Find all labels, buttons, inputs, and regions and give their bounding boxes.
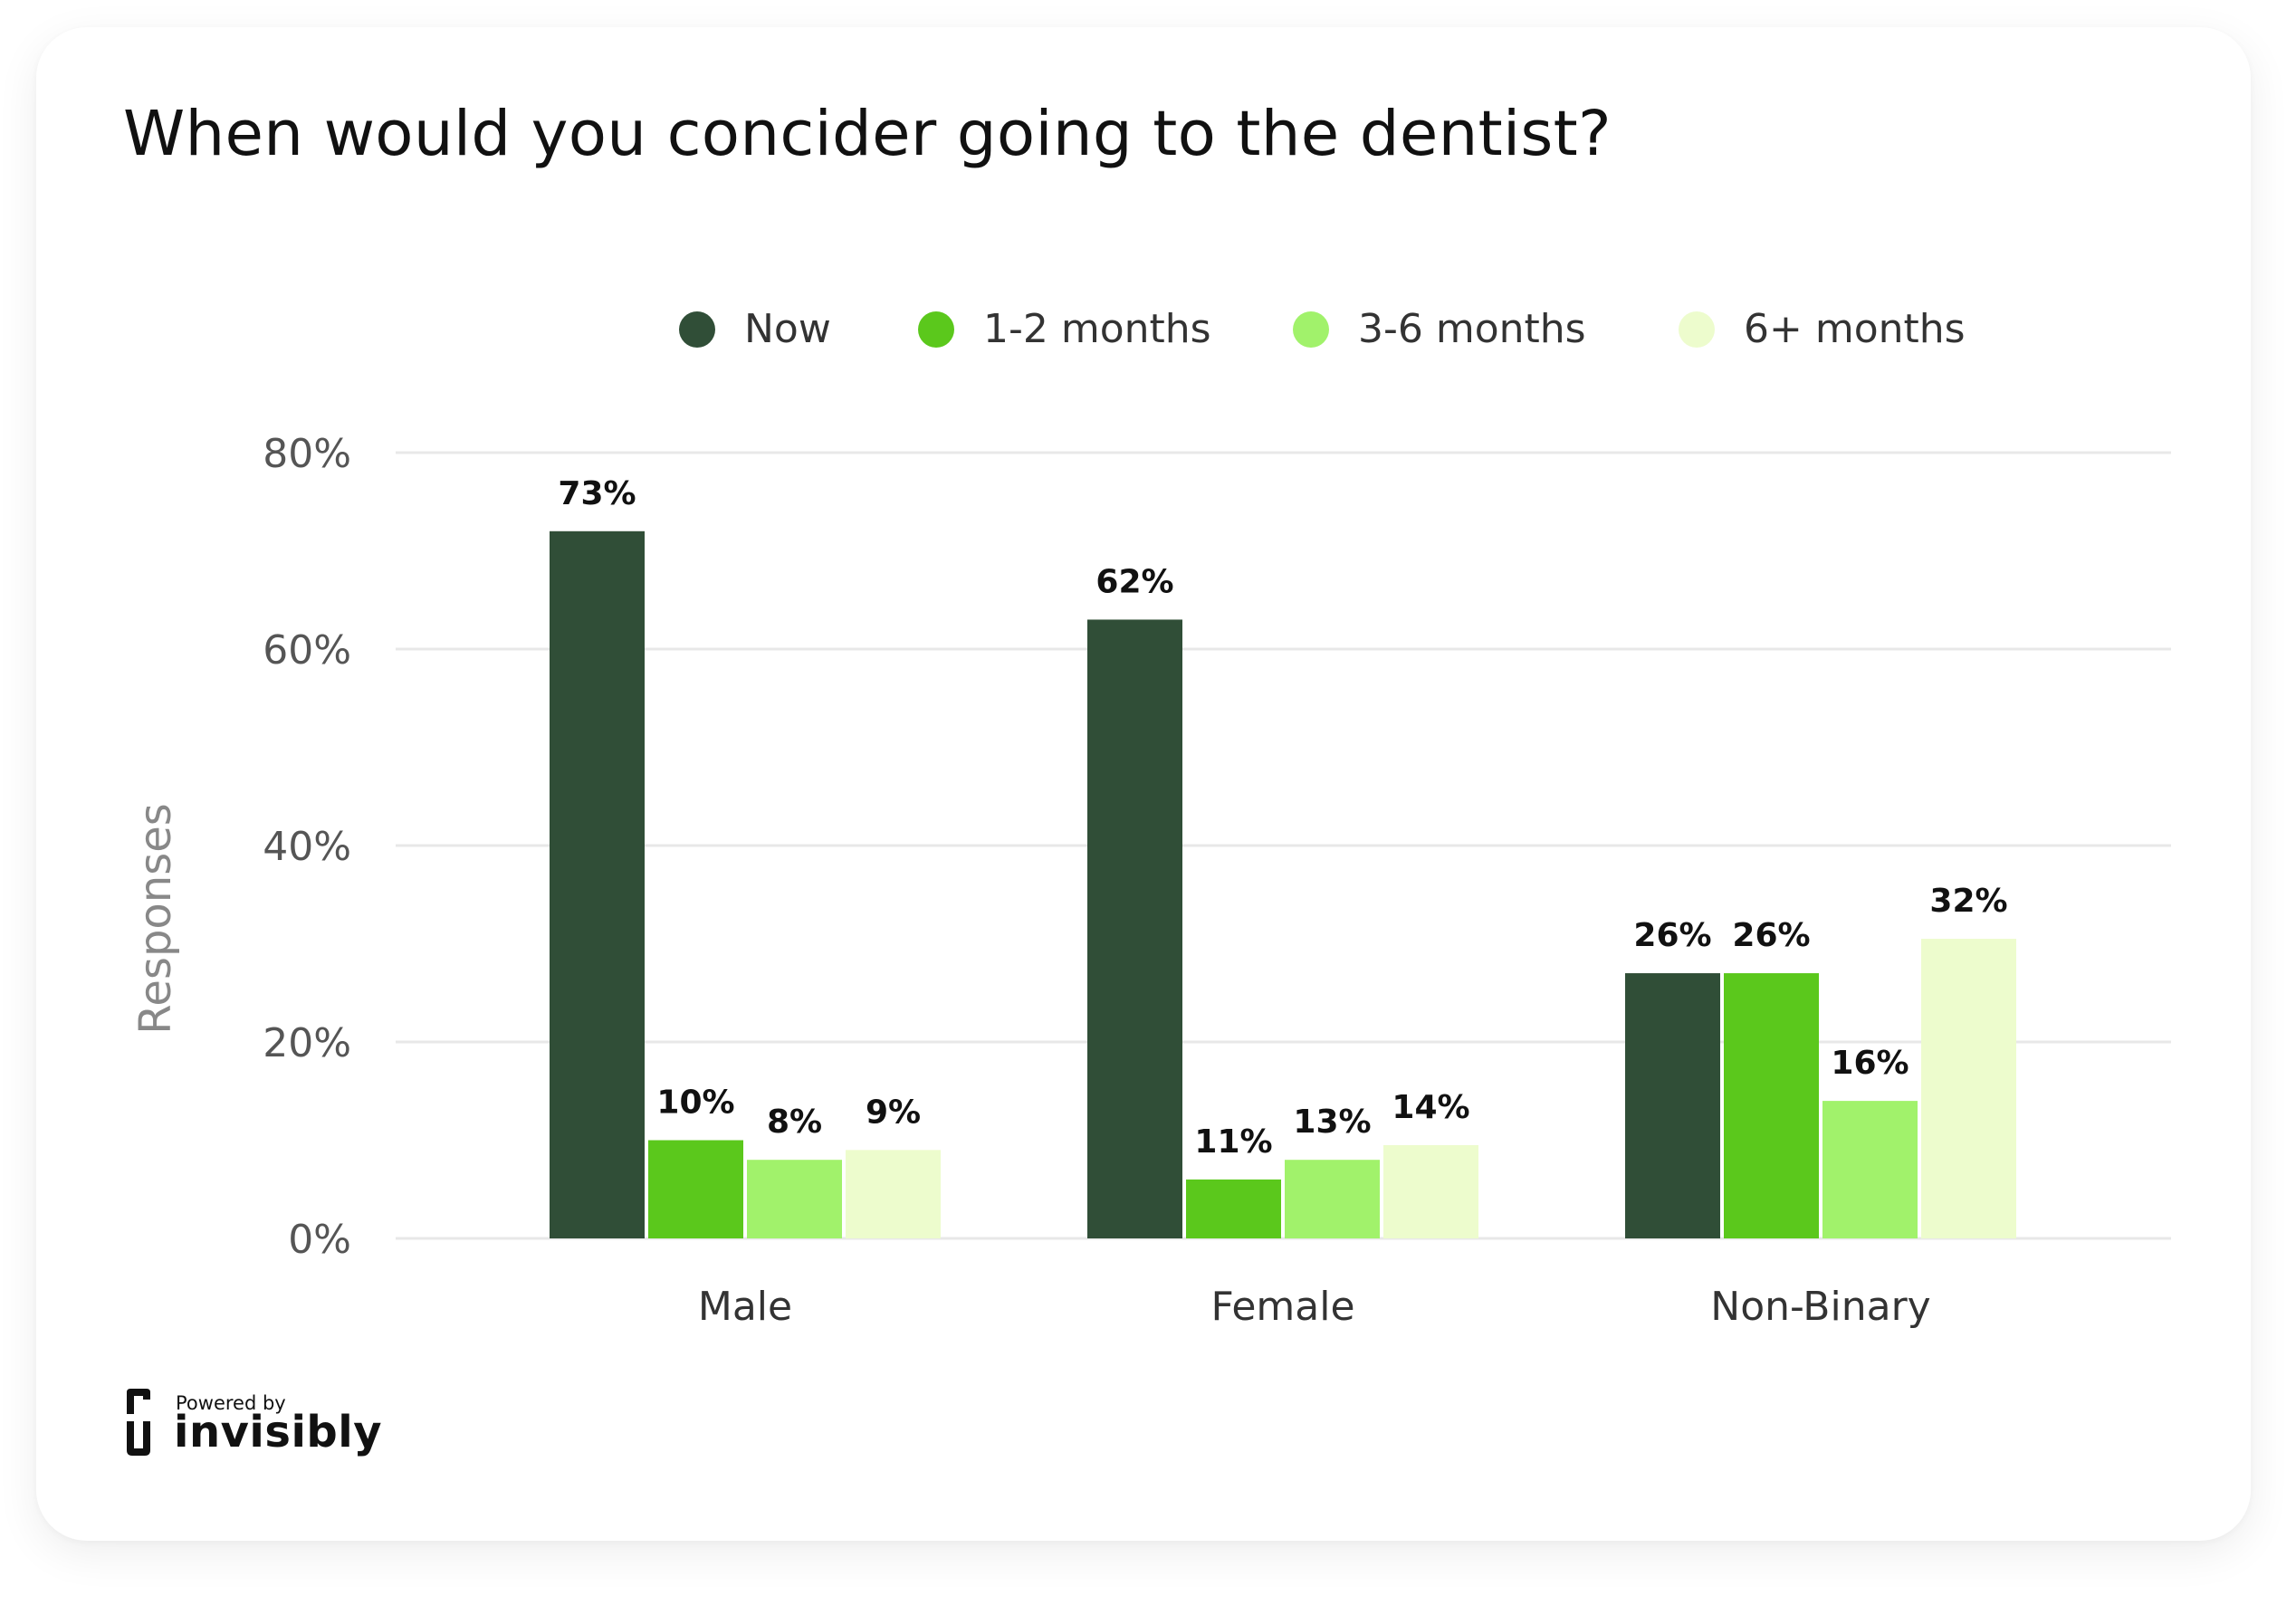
legend-swatch bbox=[918, 311, 954, 348]
y-tick-label: 40% bbox=[263, 824, 351, 870]
data-label: 26% bbox=[1633, 917, 1711, 954]
data-label: 73% bbox=[558, 475, 636, 512]
legend-label: 6+ months bbox=[1744, 306, 1966, 352]
x-axis-ticks: Male Female Non-Binary bbox=[698, 1284, 1931, 1330]
x-tick-label: Male bbox=[698, 1284, 792, 1330]
data-label: 10% bbox=[656, 1085, 734, 1122]
data-label: 32% bbox=[1929, 883, 2007, 920]
bar-now bbox=[1625, 973, 1720, 1238]
data-label: 14% bbox=[1392, 1089, 1469, 1126]
y-tick-label: 60% bbox=[263, 627, 351, 674]
data-label: 62% bbox=[1095, 563, 1173, 600]
y-tick-label: 20% bbox=[263, 1020, 351, 1066]
brand-logo: Powered by invisibly bbox=[123, 1385, 395, 1457]
data-label: 11% bbox=[1194, 1123, 1272, 1161]
data-label: 9% bbox=[866, 1094, 921, 1131]
legend-swatch bbox=[1679, 311, 1715, 348]
bar-series bbox=[550, 530, 2016, 1238]
bar-3-6-months bbox=[1285, 1160, 1380, 1238]
powered-by-text: Powered by bbox=[176, 1392, 286, 1414]
legend-label: 3-6 months bbox=[1358, 306, 1586, 352]
bar-1-2-months bbox=[1724, 973, 1819, 1238]
brand-wordmark: invisibly bbox=[174, 1407, 382, 1457]
bar-3-6-months bbox=[747, 1160, 842, 1238]
x-tick-label: Non-Binary bbox=[1710, 1284, 1930, 1330]
chart-legend: Now 1-2 months 3-6 months 6+ months bbox=[679, 306, 1966, 352]
invisibly-logo-icon bbox=[127, 1389, 150, 1456]
data-label: 26% bbox=[1732, 917, 1810, 954]
legend-swatch bbox=[679, 311, 715, 348]
bar-6-months bbox=[846, 1150, 941, 1238]
bar-now bbox=[550, 530, 645, 1238]
x-tick-label: Female bbox=[1210, 1284, 1354, 1330]
data-label: 8% bbox=[767, 1104, 822, 1141]
chart-title: When would you concider going to the den… bbox=[123, 98, 1612, 170]
legend-label: 1-2 months bbox=[983, 306, 1211, 352]
legend-label: Now bbox=[744, 306, 831, 352]
bar-6-months bbox=[1921, 939, 2016, 1238]
legend-swatch bbox=[1293, 311, 1329, 348]
bar-3-6-months bbox=[1822, 1101, 1918, 1238]
data-labels: 73% 10% 8% 9% 62% 11% 13% 14% 26% 26% 16% 32% bbox=[558, 475, 2007, 1161]
y-tick-label: 0% bbox=[288, 1217, 351, 1263]
data-label: 16% bbox=[1831, 1045, 1909, 1082]
bar-now bbox=[1087, 619, 1182, 1238]
y-axis-ticks: 0% 20% 40% 60% 80% bbox=[263, 431, 351, 1263]
y-axis-label: Responses bbox=[130, 803, 181, 1035]
bar-1-2-months bbox=[648, 1140, 743, 1238]
bar-1-2-months bbox=[1186, 1179, 1281, 1238]
bar-6-months bbox=[1383, 1144, 1478, 1238]
data-label: 13% bbox=[1293, 1104, 1371, 1141]
y-tick-label: 80% bbox=[263, 431, 351, 477]
